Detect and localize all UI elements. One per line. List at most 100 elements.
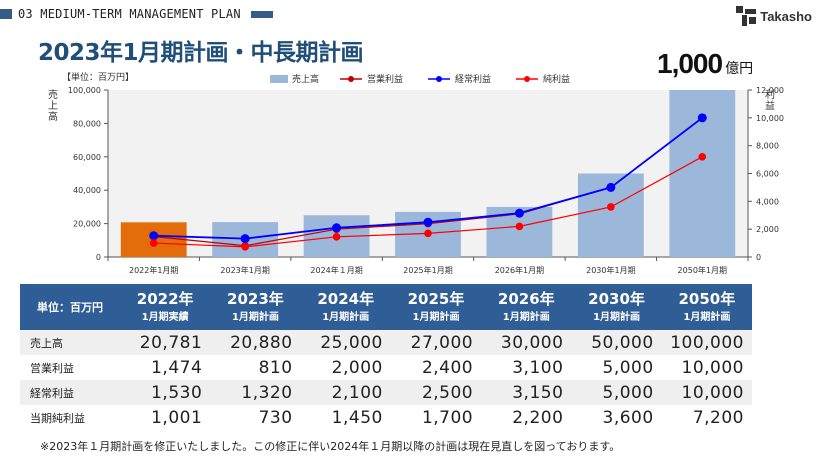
legend-marker-operating-profit	[348, 76, 354, 82]
section-marker-right	[250, 10, 273, 18]
legend-marker-ordinary-profit	[436, 76, 442, 82]
y-left-tick-label: 100,000	[68, 86, 101, 95]
cell: 1,001	[120, 405, 211, 430]
legend-label-operating-profit: 営業利益	[367, 73, 403, 85]
cell: 1,320	[210, 380, 301, 405]
cell: 1,700	[390, 405, 482, 430]
point-ordinary-profit	[423, 217, 433, 227]
point-ordinary-profit	[606, 182, 616, 192]
point-ordinary-profit	[240, 234, 250, 244]
col-year: 2023年	[227, 290, 284, 308]
col-2024: 2024年 1月期計画	[300, 284, 391, 330]
col-2022: 2022年 1月期実績	[120, 284, 211, 330]
row-label: 当期純利益	[20, 405, 120, 430]
cell: 1,474	[120, 355, 211, 380]
y-right-tick-label: 0	[756, 253, 761, 262]
left-axis-label: 売上高	[48, 90, 58, 123]
point-net-profit	[332, 233, 341, 241]
callout-1000-unit: 億円	[725, 60, 754, 76]
cell: 2,500	[390, 380, 482, 405]
cell: 100,000	[661, 330, 752, 355]
row-label: 営業利益	[20, 355, 120, 380]
cell: 10,000	[661, 355, 752, 380]
x-tick-label: 2022年1月期	[129, 265, 178, 275]
cell: 2,200	[481, 405, 572, 430]
point-ordinary-profit	[149, 231, 159, 241]
cell: 1,450	[300, 405, 391, 430]
table-header-row: 単位：百万円 2022年 1月期実績 2023年 1月期計画 2024年 1月期計画 …	[20, 284, 752, 330]
col-sub: 1月期計画	[322, 312, 370, 323]
cell: 2,000	[300, 355, 391, 380]
col-2025: 2025年 1月期計画	[390, 284, 482, 330]
col-year: 2022年	[136, 290, 194, 308]
financial-table: 単位：百万円 2022年 1月期実績 2023年 1月期計画 2024年 1月期計画 …	[20, 284, 752, 430]
col-2030: 2030年 1月期計画	[571, 284, 662, 330]
y-right-tick-label: 8,000	[756, 142, 779, 151]
section-title: 03 MEDIUM-TERM MANAGEMENT PLAN	[18, 7, 241, 21]
cell: 2,400	[390, 355, 482, 380]
company-logo: Takasho	[736, 6, 812, 26]
callout-1000-value: 1,000	[657, 48, 723, 79]
x-tick-label: 2026年1月期	[495, 265, 544, 275]
point-net-profit	[698, 153, 707, 161]
col-sub: 1月期計画	[683, 312, 731, 323]
cell: 10,000	[661, 380, 752, 405]
point-net-profit	[607, 203, 615, 211]
cell: 7,200	[661, 405, 752, 430]
y-left-tick-label: 80,000	[73, 119, 101, 128]
y-left-tick-label: 40,000	[73, 186, 101, 195]
cell: 30,000	[481, 330, 572, 355]
x-tick-label: 2023年1月期	[220, 265, 269, 275]
cell: 730	[210, 405, 301, 430]
y-left-tick-label: 0	[96, 253, 101, 262]
table-row: 経常利益 1,530 1,320 2,100 2,500 3,150 5,000…	[20, 380, 752, 405]
unit-label: 【単位：百万円】	[62, 73, 135, 83]
point-ordinary-profit	[514, 208, 524, 218]
x-tick-label: 2050年1月期	[678, 265, 727, 275]
cell: 50,000	[571, 330, 662, 355]
cell: 1,530	[120, 380, 211, 405]
cell: 5,000	[571, 380, 662, 405]
col-sub: 1月期計画	[231, 312, 279, 323]
y-left-tick-label: 60,000	[73, 153, 101, 162]
col-2026: 2026年 1月期計画	[481, 284, 572, 330]
cell: 3,600	[571, 405, 662, 430]
col-year: 2025年	[407, 290, 465, 308]
footnote: ※2023年１月期計画を修正いたしました。この修正に伴い2024年１月期以降の計…	[40, 440, 621, 453]
cell: 5,000	[571, 355, 662, 380]
col-year: 2050年	[678, 290, 736, 308]
cell: 3,100	[481, 355, 572, 380]
section-marker-left	[0, 9, 12, 19]
x-tick-label: 2024年１月期	[310, 265, 362, 275]
x-tick-label: 2030年1月期	[586, 265, 635, 275]
legend-label-net-profit: 純利益	[543, 73, 570, 85]
y-right-tick-label: 4,000	[756, 197, 779, 206]
legend-label-sales: 売上高	[292, 73, 319, 85]
cell: 27,000	[390, 330, 482, 355]
cell: 25,000	[300, 330, 391, 355]
point-ordinary-profit	[332, 223, 342, 233]
point-net-profit	[149, 239, 158, 247]
x-tick-label: 2025年1月期	[403, 265, 452, 275]
col-sub: 1月期計画	[502, 312, 550, 323]
point-net-profit	[241, 243, 249, 251]
y-right-tick-label: 2,000	[756, 225, 779, 234]
y-right-tick-label: 12,000	[756, 86, 784, 95]
cell: 810	[210, 355, 301, 380]
point-net-profit	[515, 222, 524, 231]
table-row: 営業利益 1,474 810 2,000 2,400 3,100 5,000 1…	[20, 355, 752, 380]
point-net-profit	[424, 229, 432, 238]
col-sub: 1月期計画	[593, 312, 641, 323]
cell: 2,100	[300, 380, 391, 405]
col-year: 2026年	[497, 290, 555, 308]
combo-chart: 0 20,000 40,000 60,000 80,000 100,000 0 2,000 4,…	[68, 73, 784, 275]
logo-mark-icon	[736, 6, 757, 26]
table-row: 当期純利益 1,001 730 1,450 1,700 2,200 3,600 …	[20, 405, 752, 430]
legend-marker-net-profit	[524, 76, 530, 82]
legend-swatch-sales	[270, 75, 288, 83]
y-left-tick-label: 20,000	[73, 220, 101, 229]
col-2050: 2050年 1月期計画	[661, 284, 752, 330]
y-right-tick-label: 10,000	[756, 114, 784, 123]
col-year: 2024年	[317, 290, 375, 308]
legend-label-ordinary-profit: 経常利益	[455, 73, 491, 85]
